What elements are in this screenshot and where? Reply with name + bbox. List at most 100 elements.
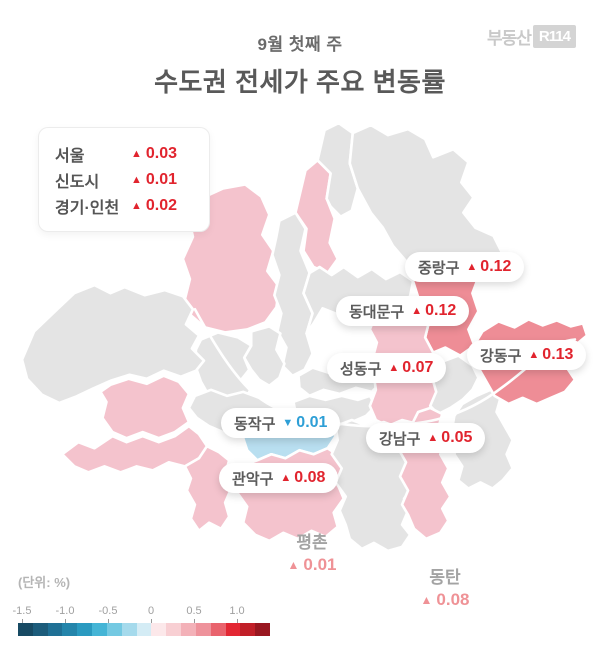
district-change: ▲ 0.08 [280, 469, 325, 487]
scale-segment [181, 623, 196, 636]
scale-segment [18, 623, 33, 636]
scale-segment [106, 623, 122, 636]
region-name: 신도시 [55, 174, 100, 191]
district-seodaemun [242, 325, 286, 388]
district-gangseo [20, 283, 206, 405]
up-triangle-icon: ▲ [287, 558, 300, 572]
district-change: ▲ 0.12 [466, 258, 511, 276]
change-value: 0.03 [145, 145, 178, 162]
scale-tick-mark [108, 619, 109, 623]
scale-segment [32, 623, 48, 636]
up-triangle-icon: ▲ [411, 305, 423, 317]
scale-tick-label: -1.5 [12, 605, 32, 617]
change-value: 0.12 [425, 302, 457, 319]
change-value: 0.01 [303, 555, 337, 574]
color-scale: (단위: %) -1.5 -1.0 -0.5 0 0.5 1.0 [13, 572, 274, 636]
scale-segment [166, 623, 182, 636]
up-triangle-icon: ▲ [427, 432, 439, 444]
scale-segment [136, 623, 152, 636]
down-triangle-icon: ▼ [282, 417, 294, 429]
subtitle: 9월 첫째 주 [257, 35, 343, 54]
scale-segment [77, 623, 93, 636]
district-nowon [348, 123, 503, 279]
brand-logo: 부동산 R114 [487, 24, 576, 49]
up-triangle-icon: ▲ [420, 593, 433, 607]
newtown-change: ▲ 0.01 [272, 555, 352, 575]
scale-tick-marks [18, 619, 274, 623]
label-pill-jungnang: 중랑구 ▲ 0.12 [405, 252, 525, 282]
scale-segment [92, 623, 107, 636]
unit-label: (단위: %) [18, 575, 71, 590]
label-pill-seongdong: 성동구 ▲ 0.07 [327, 353, 447, 383]
brand-logo-text: 부동산 [487, 29, 532, 48]
page-title: 수도권 전세가 주요 변동률 [154, 67, 446, 97]
header: 9월 첫째 주 수도권 전세가 주요 변동률 [0, 30, 600, 99]
summary-row-newtowns: 신도시 ▲ 0.01 [55, 167, 193, 193]
change-value: 0.01 [296, 414, 328, 431]
district-label: 중랑구 [418, 259, 460, 277]
scale-tick-mark [237, 619, 238, 623]
region-name: 경기·인천 [55, 200, 120, 217]
change-value: 0.08 [436, 590, 470, 609]
label-pill-dongjak: 동작구 ▼ 0.01 [221, 408, 341, 438]
newtown-name: 동탄 [429, 568, 461, 587]
district-change: ▲ 0.12 [411, 302, 456, 320]
label-pill-gwanak: 관악구 ▲ 0.08 [219, 463, 339, 493]
newtown-name: 평촌 [296, 533, 328, 552]
scale-tick-mark [22, 619, 23, 623]
scale-tick-label: 0 [147, 605, 155, 617]
change-value: 0.05 [441, 429, 473, 446]
scale-tick-mark [194, 619, 195, 623]
district-dobong [316, 121, 360, 218]
region-change: ▲ 0.03 [131, 145, 193, 163]
region-name: 서울 [55, 148, 85, 165]
summary-row-gyeonggi-incheon: 경기·인천 ▲ 0.02 [55, 193, 193, 219]
district-label: 강남구 [379, 430, 421, 448]
up-triangle-icon: ▲ [466, 261, 478, 273]
scale-segment [225, 623, 241, 636]
up-triangle-icon: ▲ [131, 148, 142, 160]
district-jongno [271, 211, 314, 378]
newtown-change: ▲ 0.08 [405, 590, 485, 610]
scale-tick-labels: -1.5 -1.0 -0.5 0 0.5 1.0 [13, 605, 274, 619]
label-pill-gangnam: 강남구 ▲ 0.05 [366, 423, 486, 453]
brand-logo-badge: R114 [532, 25, 576, 48]
change-value: 0.07 [402, 359, 434, 376]
district-geumcheon [183, 444, 233, 533]
district-yangcheon [99, 374, 191, 440]
change-value: 0.12 [480, 258, 512, 275]
scale-segment [240, 623, 256, 636]
district-change: ▼ 0.01 [282, 414, 327, 432]
up-triangle-icon: ▲ [131, 174, 142, 186]
district-change: ▲ 0.07 [388, 359, 433, 377]
scale-segment [195, 623, 211, 636]
scale-segment [121, 623, 137, 636]
up-triangle-icon: ▲ [280, 472, 292, 484]
summary-box: 서울 ▲ 0.03 신도시 ▲ 0.01 경기·인천 ▲ 0.02 [38, 127, 210, 232]
region-change: ▲ 0.01 [131, 171, 193, 189]
scale-tick-label: -0.5 [98, 605, 118, 617]
up-triangle-icon: ▲ [388, 362, 400, 374]
scale-segment [62, 623, 78, 636]
scale-tick-mark [151, 619, 152, 623]
scale-tick-label: 0.5 [186, 605, 202, 617]
change-value: 0.13 [542, 346, 574, 363]
change-value: 0.01 [145, 171, 178, 188]
region-change: ▲ 0.02 [131, 197, 193, 215]
scale-tick-label: 1.0 [229, 605, 245, 617]
district-label: 강동구 [480, 347, 522, 365]
scale-segment [151, 623, 167, 636]
district-label: 동작구 [234, 415, 276, 433]
annotation-dongtan: 동탄 ▲ 0.08 [405, 563, 485, 610]
summary-row-seoul: 서울 ▲ 0.03 [55, 141, 193, 167]
district-label: 관악구 [232, 470, 274, 488]
district-label: 동대문구 [349, 303, 405, 321]
change-value: 0.02 [145, 197, 178, 214]
district-change: ▲ 0.05 [427, 429, 472, 447]
scale-tick-mark [65, 619, 66, 623]
scale-gradient-bar [18, 623, 271, 636]
label-pill-dongdaemun: 동대문구 ▲ 0.12 [336, 296, 470, 326]
scale-segment [210, 623, 226, 636]
scale-segment [255, 623, 271, 636]
